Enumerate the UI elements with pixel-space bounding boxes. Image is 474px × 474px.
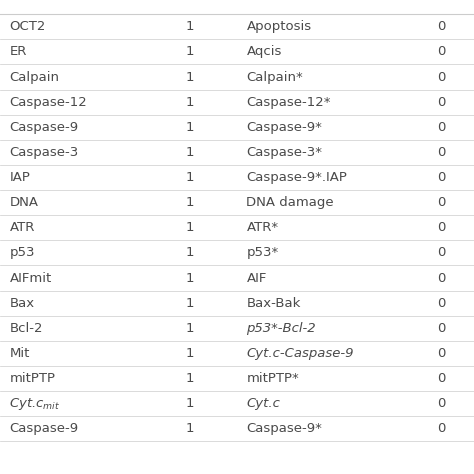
Text: Bax-Bak: Bax-Bak — [246, 297, 301, 310]
Text: 0: 0 — [437, 297, 445, 310]
Text: 1: 1 — [185, 71, 194, 83]
Text: 1: 1 — [185, 422, 194, 435]
Text: DNA damage: DNA damage — [246, 196, 334, 209]
Text: Bax: Bax — [9, 297, 35, 310]
Text: 0: 0 — [437, 196, 445, 209]
Text: 0: 0 — [437, 71, 445, 83]
Text: p53*: p53* — [246, 246, 279, 259]
Text: 0: 0 — [437, 422, 445, 435]
Text: Cyt.c: Cyt.c — [246, 397, 280, 410]
Text: 1: 1 — [185, 397, 194, 410]
Text: 0: 0 — [437, 221, 445, 234]
Text: 1: 1 — [185, 272, 194, 284]
Text: 0: 0 — [437, 146, 445, 159]
Text: Caspase-3: Caspase-3 — [9, 146, 79, 159]
Text: 0: 0 — [437, 121, 445, 134]
Text: ER: ER — [9, 46, 27, 58]
Text: Apoptosis: Apoptosis — [246, 20, 311, 33]
Text: 1: 1 — [185, 297, 194, 310]
Text: 1: 1 — [185, 46, 194, 58]
Text: Caspase-12: Caspase-12 — [9, 96, 87, 109]
Text: AIFmit: AIFmit — [9, 272, 52, 284]
Text: Caspase-9*.IAP: Caspase-9*.IAP — [246, 171, 347, 184]
Text: 0: 0 — [437, 96, 445, 109]
Text: Mit: Mit — [9, 347, 30, 360]
Text: Cyt.c-Caspase-9: Cyt.c-Caspase-9 — [246, 347, 354, 360]
Text: IAP: IAP — [9, 171, 30, 184]
Text: 0: 0 — [437, 246, 445, 259]
Text: 0: 0 — [437, 347, 445, 360]
Text: 1: 1 — [185, 20, 194, 33]
Text: Cyt.$c_{\mathregular{mit}}$: Cyt.$c_{\mathregular{mit}}$ — [9, 396, 61, 411]
Text: Caspase-12*: Caspase-12* — [246, 96, 331, 109]
Text: p53: p53 — [9, 246, 35, 259]
Text: Calpain: Calpain — [9, 71, 59, 83]
Text: 0: 0 — [437, 272, 445, 284]
Text: mitPTP*: mitPTP* — [246, 372, 299, 385]
Text: ATR*: ATR* — [246, 221, 279, 234]
Text: Caspase-9*: Caspase-9* — [246, 121, 322, 134]
Text: 0: 0 — [437, 46, 445, 58]
Text: 0: 0 — [437, 322, 445, 335]
Text: 1: 1 — [185, 322, 194, 335]
Text: 1: 1 — [185, 347, 194, 360]
Text: 1: 1 — [185, 146, 194, 159]
Text: ATR: ATR — [9, 221, 35, 234]
Text: Caspase-9: Caspase-9 — [9, 121, 79, 134]
Text: 0: 0 — [437, 372, 445, 385]
Text: p53*-Bcl-2: p53*-Bcl-2 — [246, 322, 316, 335]
Text: 0: 0 — [437, 397, 445, 410]
Text: 1: 1 — [185, 121, 194, 134]
Text: 0: 0 — [437, 171, 445, 184]
Text: 0: 0 — [437, 20, 445, 33]
Text: Bcl-2: Bcl-2 — [9, 322, 43, 335]
Text: DNA: DNA — [9, 196, 38, 209]
Text: AIF: AIF — [246, 272, 267, 284]
Text: 1: 1 — [185, 96, 194, 109]
Text: Caspase-9: Caspase-9 — [9, 422, 79, 435]
Text: 1: 1 — [185, 372, 194, 385]
Text: Aqcis: Aqcis — [246, 46, 282, 58]
Text: Caspase-9*: Caspase-9* — [246, 422, 322, 435]
Text: 1: 1 — [185, 221, 194, 234]
Text: OCT2: OCT2 — [9, 20, 46, 33]
Text: 1: 1 — [185, 246, 194, 259]
Text: Caspase-3*: Caspase-3* — [246, 146, 322, 159]
Text: 1: 1 — [185, 196, 194, 209]
Text: Calpain*: Calpain* — [246, 71, 303, 83]
Text: 1: 1 — [185, 171, 194, 184]
Text: mitPTP: mitPTP — [9, 372, 55, 385]
